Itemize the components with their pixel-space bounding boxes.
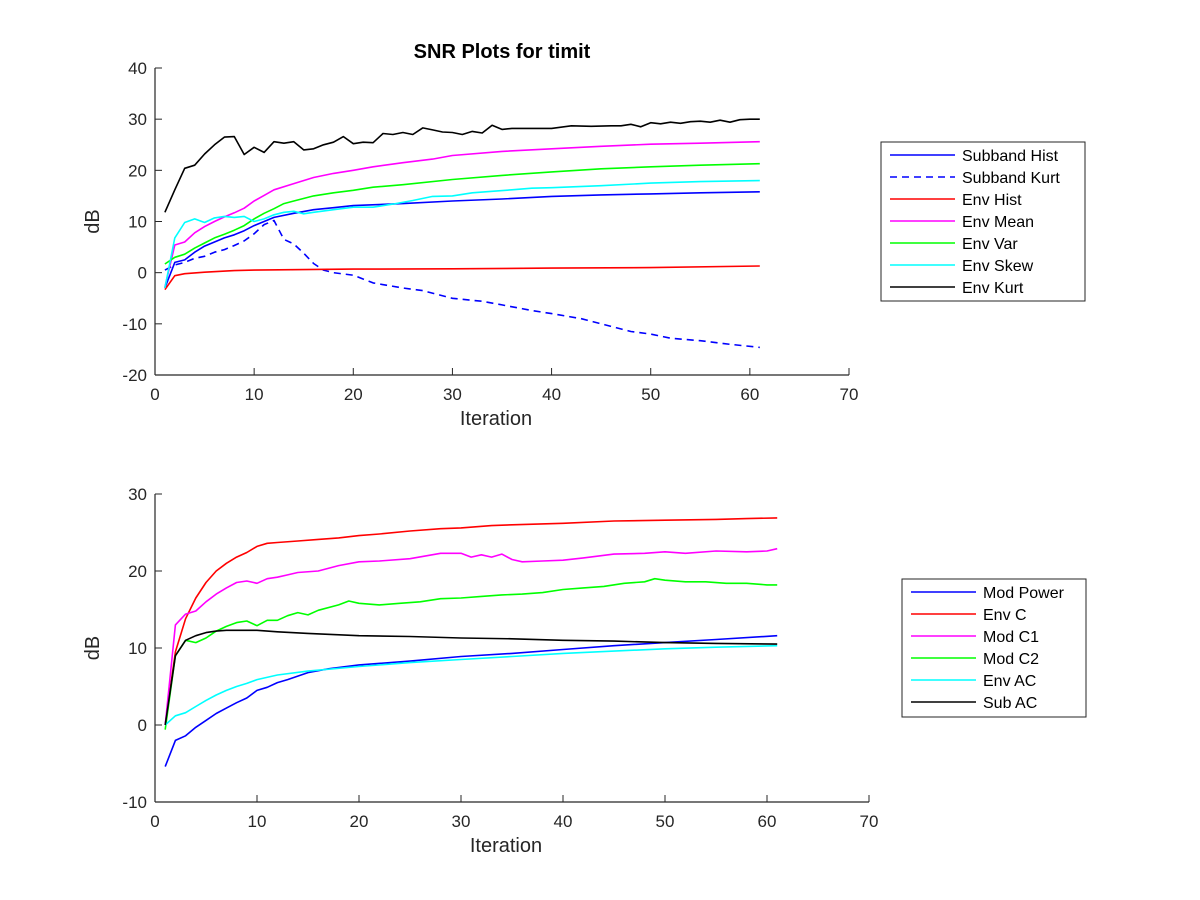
x-tick-label: 70 <box>860 812 879 831</box>
legend-entry-label: Subband Hist <box>962 148 1059 165</box>
x-tick-label: 10 <box>248 812 267 831</box>
legend-entry-label: Subband Kurt <box>962 170 1060 187</box>
chart-title: SNR Plots for timit <box>414 41 591 63</box>
x-tick-label: 50 <box>656 812 675 831</box>
y-tick-label: 20 <box>128 161 147 180</box>
series-line-subband-kurt <box>164 219 760 349</box>
y-tick-label: -20 <box>122 366 147 385</box>
series-line-env-skew <box>164 179 760 289</box>
y-tick-label: 0 <box>138 264 147 283</box>
y-axis-label: dB <box>82 636 104 660</box>
legend-box <box>901 578 1087 718</box>
x-tick-label: 30 <box>452 812 471 831</box>
x-axis-label: Iteration <box>470 835 542 857</box>
y-axis-label: dB <box>82 209 104 233</box>
y-tick-label: -10 <box>122 793 147 812</box>
y-tick-label: -10 <box>122 315 147 334</box>
series-line-env-c <box>164 517 778 726</box>
legend-entry-label: Env Hist <box>962 192 1022 209</box>
legend-entry-label: Mod C1 <box>983 629 1039 646</box>
series-line-sub-ac <box>164 629 778 726</box>
legend-entry-label: Env Skew <box>962 258 1034 275</box>
legend-entry-label: Mod Power <box>983 585 1065 602</box>
y-tick-label: 0 <box>138 716 147 735</box>
series-line-env-var <box>164 162 760 265</box>
x-tick-label: 70 <box>840 385 859 404</box>
x-tick-label: 20 <box>350 812 369 831</box>
x-axis-label: Iteration <box>460 408 532 430</box>
x-tick-label: 0 <box>150 812 159 831</box>
y-tick-label: 10 <box>128 639 147 658</box>
y-tick-label: 10 <box>128 213 147 232</box>
series-line-env-kurt <box>164 118 760 213</box>
y-tick-label: 30 <box>128 110 147 129</box>
top-plot: 0 10 20 30 40 50 60 70 -20 -10 0 10 20 30 40 Iteration d… <box>82 59 1086 430</box>
x-tick-label: 50 <box>641 385 660 404</box>
legend-entry-label: Env C <box>983 607 1027 624</box>
series-line-mod-c1 <box>164 547 778 726</box>
x-tick-label: 10 <box>245 385 264 404</box>
series-line-mod-power <box>164 634 778 767</box>
legend-entry-label: Env AC <box>983 673 1036 690</box>
legend-entry-label: Env Mean <box>962 214 1034 231</box>
legend-entry-label: Env Var <box>962 236 1018 253</box>
series-line-env-mean <box>164 140 760 288</box>
y-tick-label: 40 <box>128 59 147 78</box>
x-tick-label: 20 <box>344 385 363 404</box>
x-tick-label: 30 <box>443 385 462 404</box>
series-line-subband-hist <box>164 191 760 289</box>
x-tick-label: 60 <box>740 385 759 404</box>
series-line-env-ac <box>164 644 778 726</box>
x-tick-label: 40 <box>542 385 561 404</box>
series-line-mod-c2 <box>164 577 778 730</box>
y-tick-label: 30 <box>128 485 147 504</box>
y-tick-label: 20 <box>128 562 147 581</box>
legend-entry-label: Env Kurt <box>962 280 1024 297</box>
x-tick-label: 0 <box>150 385 159 404</box>
legend-entry-label: Sub AC <box>983 695 1037 712</box>
x-tick-label: 60 <box>758 812 777 831</box>
series-line-env-hist <box>164 265 760 291</box>
legend-entry-label: Mod C2 <box>983 651 1039 668</box>
x-tick-label: 40 <box>554 812 573 831</box>
bottom-plot: 0 10 20 30 40 50 60 70-100102030IterationdBMod … <box>82 485 1087 857</box>
